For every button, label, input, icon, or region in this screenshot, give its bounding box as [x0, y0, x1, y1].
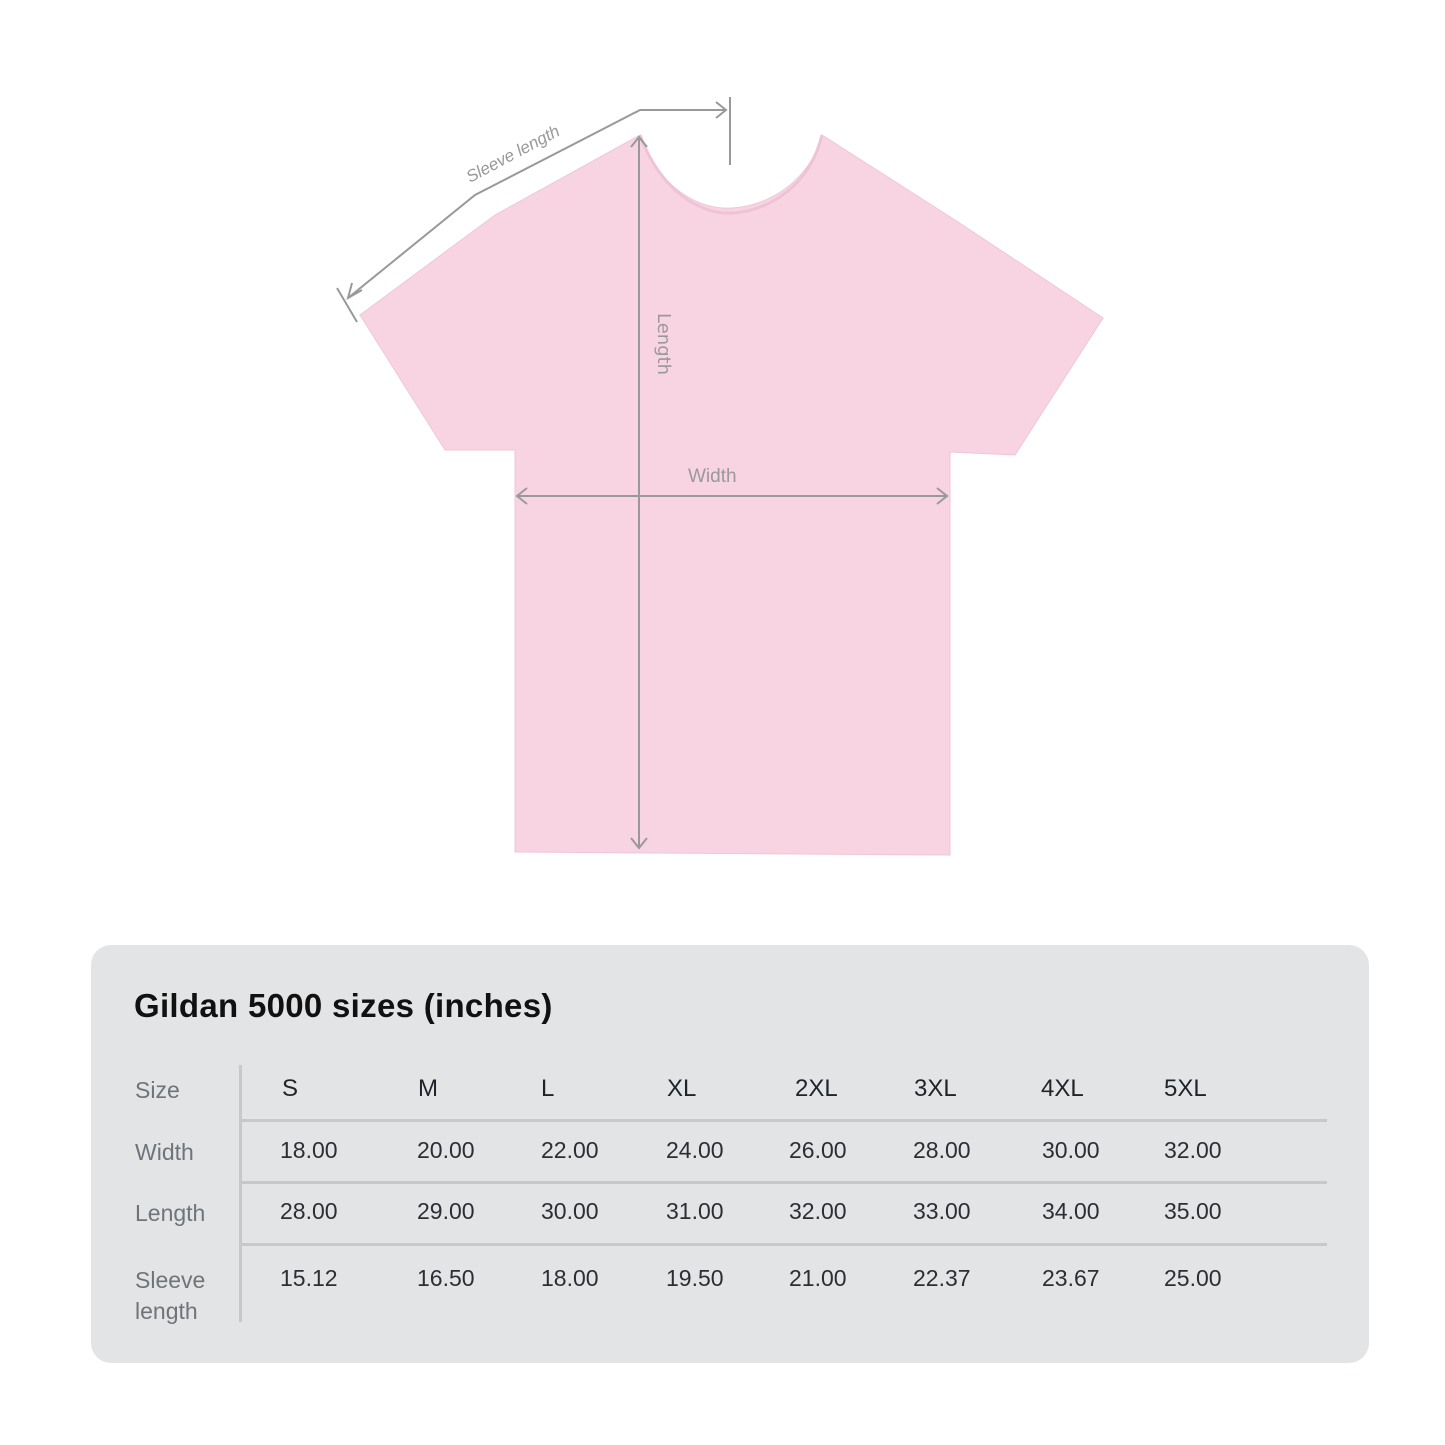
row-label-width: Width	[135, 1139, 194, 1165]
row-label-sleeve-length: Sleeve length	[135, 1265, 205, 1327]
row-divider	[241, 1181, 1327, 1184]
sleeve-arrow-right	[715, 101, 728, 119]
size-header: XL	[667, 1075, 697, 1102]
length-cell: 31.00	[666, 1198, 724, 1224]
length-cell: 30.00	[541, 1198, 599, 1224]
row-label-sleeve-line2: length	[135, 1298, 198, 1324]
width-cell: 20.00	[417, 1137, 475, 1163]
width-cell: 22.00	[541, 1137, 599, 1163]
row-label-length: Length	[135, 1200, 206, 1226]
sleeve-arrow-left	[346, 282, 363, 301]
row-divider	[241, 1119, 1327, 1122]
column-divider	[239, 1065, 242, 1322]
sleeve-length-cell: 23.67	[1042, 1265, 1100, 1291]
sleeve-length-cell: 16.50	[417, 1265, 475, 1291]
size-header: S	[282, 1075, 299, 1102]
length-cell: 33.00	[913, 1198, 971, 1224]
sleeve-length-label: Sleeve length	[463, 121, 563, 186]
size-chart-title: Gildan 5000 sizes (inches)	[134, 987, 553, 1024]
length-cell: 28.00	[280, 1198, 338, 1224]
width-cell: 24.00	[666, 1137, 724, 1163]
sleeve-length-cell: 21.00	[789, 1265, 847, 1291]
width-cell: 18.00	[280, 1137, 338, 1163]
size-chart-panel: Gildan 5000 sizes (inches) Size Width Le…	[91, 945, 1369, 1363]
width-label: Width	[688, 466, 737, 487]
row-label-sleeve-line1: Sleeve	[135, 1267, 206, 1293]
length-cell: 29.00	[417, 1198, 475, 1224]
length-label: Length	[653, 313, 674, 375]
sleeve-length-cell: 22.37	[913, 1265, 971, 1291]
length-cell: 35.00	[1164, 1198, 1222, 1224]
size-header: 4XL	[1041, 1075, 1084, 1102]
length-cell: 32.00	[789, 1198, 847, 1224]
sleeve-length-cell: 25.00	[1164, 1265, 1222, 1291]
length-cell: 34.00	[1042, 1198, 1100, 1224]
size-header: 3XL	[914, 1075, 957, 1102]
sleeve-length-cell: 18.00	[541, 1265, 599, 1291]
width-cell: 26.00	[789, 1137, 847, 1163]
sleeve-length-cell: 19.50	[666, 1265, 724, 1291]
sleeve-length-cell: 15.12	[280, 1265, 338, 1291]
row-divider	[241, 1243, 1327, 1246]
size-header: 2XL	[795, 1075, 838, 1102]
size-header: 5XL	[1164, 1075, 1207, 1102]
width-cell: 30.00	[1042, 1137, 1100, 1163]
sleeve-measure-line	[347, 109, 726, 299]
width-cell: 32.00	[1164, 1137, 1222, 1163]
size-header: L	[541, 1075, 555, 1102]
row-label-size: Size	[135, 1077, 180, 1103]
tshirt-diagram: Sleeve length Length Width	[336, 97, 1104, 856]
size-header: M	[418, 1075, 438, 1102]
width-cell: 28.00	[913, 1137, 971, 1163]
